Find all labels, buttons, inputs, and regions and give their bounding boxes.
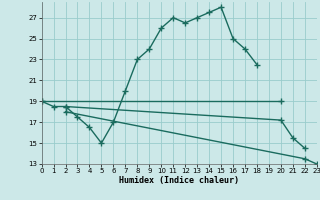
- X-axis label: Humidex (Indice chaleur): Humidex (Indice chaleur): [119, 176, 239, 185]
